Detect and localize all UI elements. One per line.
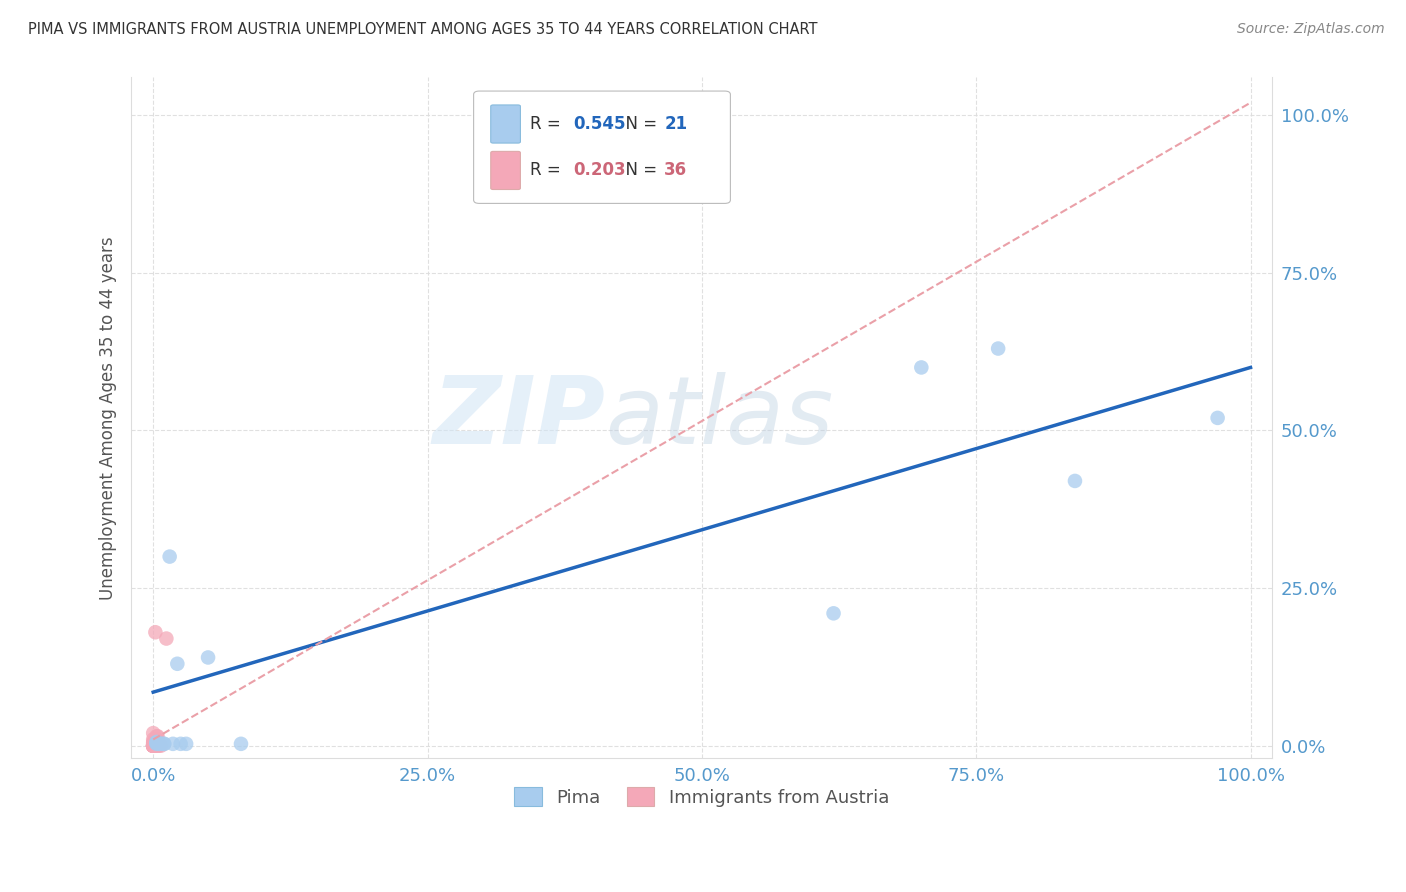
Point bbox=[174, 737, 197, 751]
Point bbox=[910, 360, 932, 375]
Point bbox=[142, 732, 165, 747]
Point bbox=[148, 739, 170, 753]
Text: PIMA VS IMMIGRANTS FROM AUSTRIA UNEMPLOYMENT AMONG AGES 35 TO 44 YEARS CORRELATI: PIMA VS IMMIGRANTS FROM AUSTRIA UNEMPLOY… bbox=[28, 22, 818, 37]
Point bbox=[142, 739, 165, 753]
Point bbox=[145, 735, 167, 749]
Point bbox=[142, 739, 165, 753]
Point bbox=[142, 737, 165, 751]
Text: R =: R = bbox=[530, 115, 565, 133]
Point bbox=[146, 739, 169, 753]
FancyBboxPatch shape bbox=[491, 152, 520, 189]
Point bbox=[149, 739, 172, 753]
Point bbox=[169, 737, 191, 751]
Point bbox=[146, 729, 169, 743]
Point bbox=[146, 737, 169, 751]
Text: Source: ZipAtlas.com: Source: ZipAtlas.com bbox=[1237, 22, 1385, 37]
Text: atlas: atlas bbox=[605, 372, 834, 463]
Point bbox=[142, 739, 165, 753]
Text: N =: N = bbox=[616, 161, 662, 179]
Point bbox=[823, 607, 845, 621]
FancyBboxPatch shape bbox=[491, 105, 520, 143]
Point bbox=[143, 737, 166, 751]
FancyBboxPatch shape bbox=[474, 91, 730, 203]
Point bbox=[142, 739, 165, 753]
Point bbox=[145, 729, 167, 743]
Point bbox=[148, 737, 170, 751]
Point bbox=[142, 736, 165, 750]
Y-axis label: Unemployment Among Ages 35 to 44 years: Unemployment Among Ages 35 to 44 years bbox=[100, 236, 117, 599]
Point bbox=[153, 737, 176, 751]
Point bbox=[162, 737, 184, 751]
Point bbox=[146, 732, 169, 747]
Point bbox=[142, 739, 165, 753]
Point bbox=[142, 739, 165, 753]
Point bbox=[145, 735, 167, 749]
Point bbox=[229, 737, 252, 751]
Text: R =: R = bbox=[530, 161, 565, 179]
Point bbox=[1064, 474, 1087, 488]
Point bbox=[197, 650, 219, 665]
Point bbox=[142, 739, 165, 753]
Point bbox=[142, 739, 165, 753]
Text: N =: N = bbox=[616, 115, 662, 133]
Point bbox=[155, 632, 177, 646]
Point bbox=[145, 739, 167, 753]
Point bbox=[166, 657, 188, 671]
Point bbox=[159, 549, 181, 564]
Point bbox=[142, 739, 165, 753]
Point bbox=[142, 739, 165, 753]
Point bbox=[142, 739, 165, 753]
Point bbox=[142, 739, 165, 753]
Legend: Pima, Immigrants from Austria: Pima, Immigrants from Austria bbox=[508, 780, 897, 814]
Point bbox=[142, 739, 165, 753]
Point bbox=[143, 739, 166, 753]
Text: 0.545: 0.545 bbox=[572, 115, 626, 133]
Text: 0.203: 0.203 bbox=[572, 161, 626, 179]
Point bbox=[142, 726, 165, 740]
Point bbox=[142, 735, 165, 749]
Text: 21: 21 bbox=[664, 115, 688, 133]
Point bbox=[145, 737, 167, 751]
Text: ZIP: ZIP bbox=[432, 372, 605, 464]
Point bbox=[145, 735, 167, 749]
Point bbox=[142, 739, 165, 753]
Text: 36: 36 bbox=[664, 161, 688, 179]
Point bbox=[145, 732, 167, 747]
Point bbox=[1206, 410, 1229, 425]
Point bbox=[153, 737, 176, 751]
Point bbox=[148, 735, 170, 749]
Point bbox=[145, 625, 167, 640]
Point bbox=[149, 737, 172, 751]
Point bbox=[142, 739, 165, 753]
Point bbox=[145, 736, 167, 750]
Point bbox=[987, 342, 1010, 356]
Point bbox=[150, 737, 173, 751]
Point bbox=[145, 737, 167, 751]
